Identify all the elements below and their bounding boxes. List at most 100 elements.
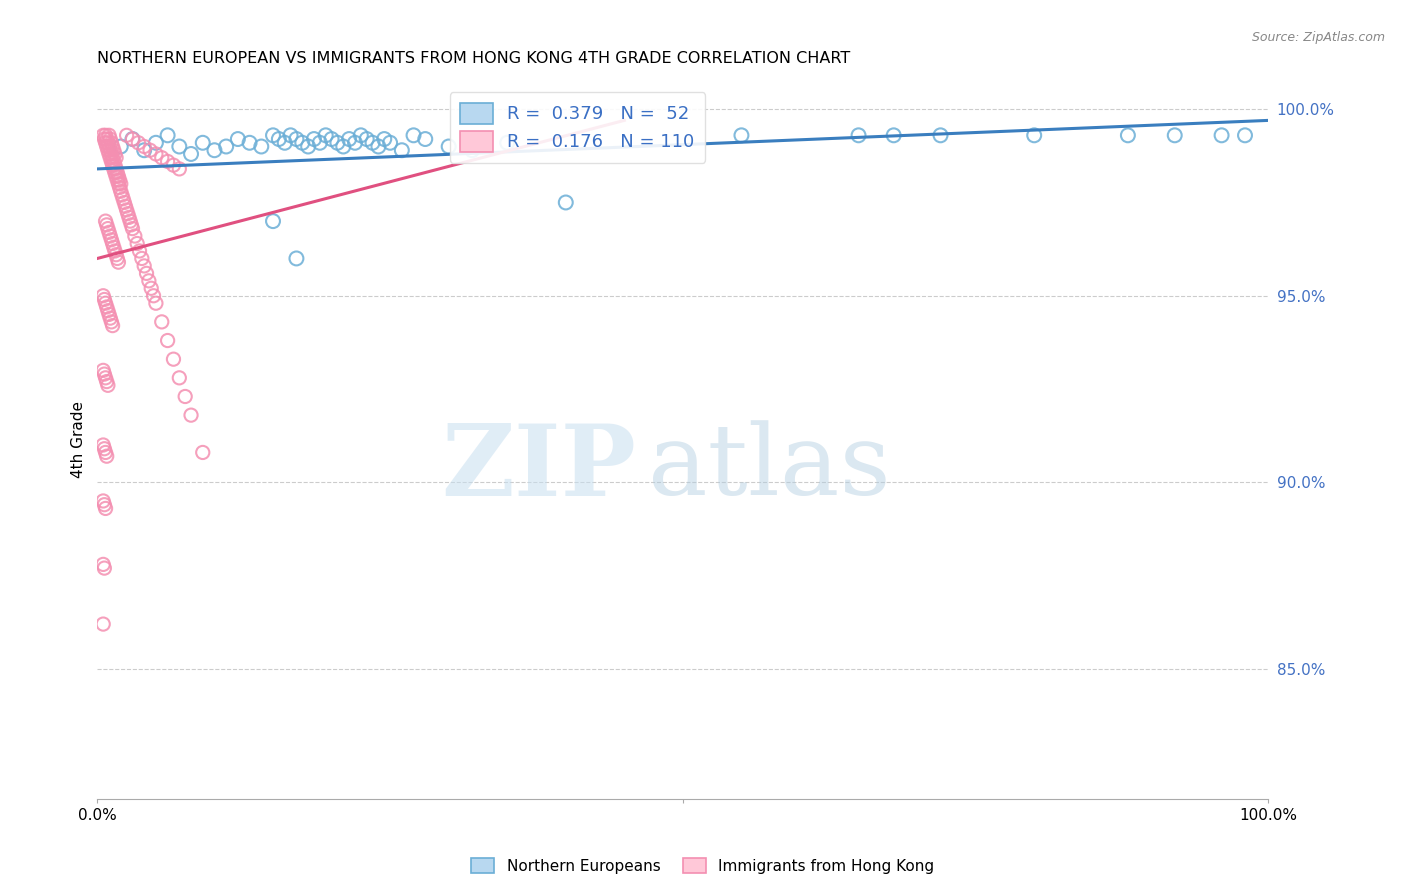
Point <box>138 274 160 288</box>
Point <box>332 139 354 153</box>
Point <box>315 128 337 143</box>
Point <box>98 139 121 153</box>
Point <box>105 252 128 266</box>
Point <box>343 136 366 150</box>
Point <box>127 236 149 251</box>
Point <box>114 199 136 213</box>
Point <box>308 136 330 150</box>
Point <box>391 143 413 157</box>
Point <box>120 218 142 232</box>
Point <box>356 132 378 146</box>
Point <box>104 147 127 161</box>
Point <box>262 128 284 143</box>
Point <box>112 192 135 206</box>
Point <box>108 180 131 194</box>
Point <box>105 248 128 262</box>
Point <box>93 132 115 146</box>
Point <box>94 371 117 385</box>
Point <box>93 561 115 575</box>
Point <box>91 363 114 377</box>
Point <box>110 139 132 153</box>
Point <box>127 136 149 150</box>
Point <box>91 438 114 452</box>
Point <box>98 147 121 161</box>
Point <box>174 389 197 403</box>
Point <box>103 154 125 169</box>
Point <box>110 184 132 198</box>
Point <box>496 136 519 150</box>
Point <box>156 154 179 169</box>
Point <box>107 169 129 184</box>
Point <box>413 132 436 146</box>
Point <box>101 318 124 333</box>
Point <box>285 132 308 146</box>
Point <box>367 139 389 153</box>
Point <box>97 143 120 157</box>
Point <box>101 158 124 172</box>
Point <box>135 266 157 280</box>
Point <box>145 296 167 310</box>
Point <box>1164 128 1187 143</box>
Point <box>169 371 191 385</box>
Point <box>96 375 118 389</box>
Point <box>131 252 153 266</box>
Point <box>105 151 128 165</box>
Text: NORTHERN EUROPEAN VS IMMIGRANTS FROM HONG KONG 4TH GRADE CORRELATION CHART: NORTHERN EUROPEAN VS IMMIGRANTS FROM HON… <box>97 51 851 66</box>
Point <box>107 255 129 269</box>
Point <box>326 136 349 150</box>
Legend: R =  0.379   N =  52, R =  0.176   N = 110: R = 0.379 N = 52, R = 0.176 N = 110 <box>450 92 706 162</box>
Point <box>101 139 124 153</box>
Point <box>98 143 121 157</box>
Point <box>91 617 114 632</box>
Legend: Northern Europeans, Immigrants from Hong Kong: Northern Europeans, Immigrants from Hong… <box>465 852 941 880</box>
Point <box>118 211 141 225</box>
Point <box>204 143 226 157</box>
Point <box>98 225 121 239</box>
Point <box>93 498 115 512</box>
Point <box>437 139 460 153</box>
Point <box>142 289 165 303</box>
Point <box>134 259 156 273</box>
Point <box>297 139 319 153</box>
Point <box>1024 128 1046 143</box>
Point <box>101 236 124 251</box>
Point <box>98 229 121 244</box>
Point <box>121 132 143 146</box>
Point <box>103 161 125 176</box>
Point <box>105 173 128 187</box>
Point <box>104 158 127 172</box>
Point <box>100 147 122 161</box>
Point <box>1116 128 1139 143</box>
Point <box>104 166 127 180</box>
Point <box>100 233 122 247</box>
Point <box>150 151 173 165</box>
Point <box>96 132 118 146</box>
Point <box>97 136 120 150</box>
Point <box>97 378 120 392</box>
Point <box>145 136 167 150</box>
Point <box>145 147 167 161</box>
Point <box>98 307 121 321</box>
Point <box>98 311 121 326</box>
Point <box>98 128 121 143</box>
Point <box>93 293 115 307</box>
Point <box>103 143 125 157</box>
Point <box>883 128 905 143</box>
Point <box>100 136 122 150</box>
Point <box>250 139 273 153</box>
Point <box>378 136 401 150</box>
Point <box>96 139 118 153</box>
Point <box>91 289 114 303</box>
Point <box>105 166 128 180</box>
Point <box>97 303 120 318</box>
Point <box>291 136 314 150</box>
Point <box>105 161 128 176</box>
Point <box>96 300 118 314</box>
Point <box>112 195 135 210</box>
Point <box>139 143 162 157</box>
Point <box>104 244 127 258</box>
Point <box>361 136 384 150</box>
Point <box>100 154 122 169</box>
Point <box>262 214 284 228</box>
Point <box>91 558 114 572</box>
